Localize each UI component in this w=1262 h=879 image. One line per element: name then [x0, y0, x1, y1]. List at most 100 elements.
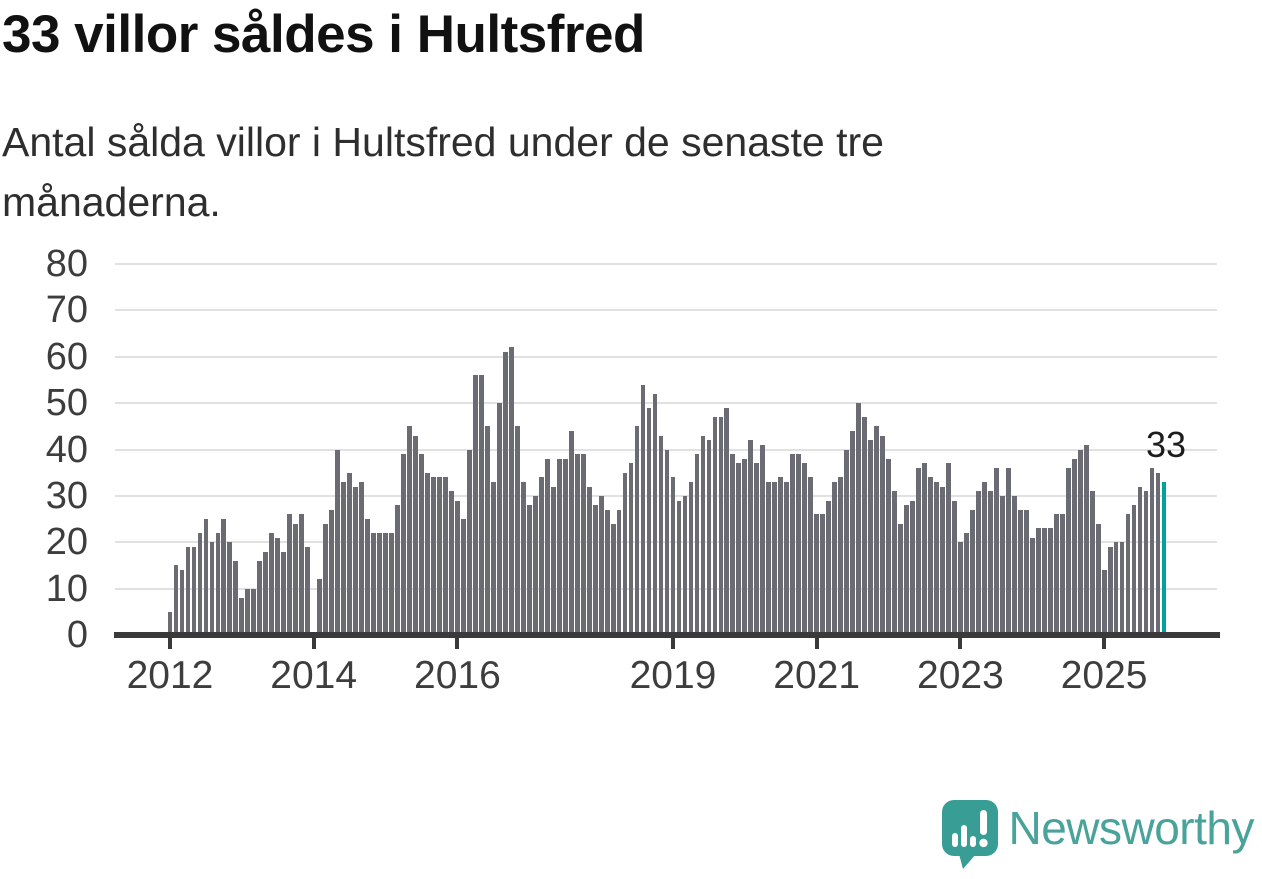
bar	[1023, 509, 1029, 635]
bar	[455, 500, 460, 635]
bar	[287, 514, 293, 635]
bar	[1095, 523, 1101, 635]
bar	[431, 477, 436, 635]
bar	[646, 407, 652, 635]
bar	[1131, 505, 1137, 635]
bar	[922, 463, 927, 635]
bar	[862, 417, 867, 635]
bar	[329, 509, 335, 635]
y-tick-label-70: 70	[45, 289, 88, 332]
bar	[443, 477, 448, 635]
bar	[814, 514, 820, 635]
bar	[263, 551, 269, 635]
bar	[688, 481, 694, 635]
x-axis-line	[114, 632, 1220, 638]
bar	[928, 477, 933, 635]
bar	[934, 481, 939, 635]
bar	[227, 542, 233, 635]
bar	[616, 509, 622, 635]
x-tick-label-2016: 2016	[414, 654, 501, 697]
bar	[1029, 537, 1035, 635]
bar	[796, 454, 802, 635]
bar	[173, 565, 179, 635]
bar	[1041, 528, 1047, 635]
bar	[784, 481, 790, 635]
bar	[664, 449, 670, 635]
bar	[502, 352, 508, 635]
bar	[712, 417, 718, 635]
bar	[592, 505, 598, 635]
bar	[383, 532, 388, 635]
x-tick-label-2014: 2014	[270, 654, 358, 697]
x-tick-2014	[311, 638, 316, 649]
bar	[1119, 542, 1125, 635]
bar	[808, 477, 814, 635]
bar	[975, 491, 981, 635]
bar	[1065, 468, 1071, 635]
bar	[844, 449, 850, 635]
bar	[1017, 509, 1023, 635]
bar	[880, 435, 885, 635]
bar	[1053, 514, 1059, 635]
bar	[562, 458, 568, 635]
bar	[999, 495, 1005, 635]
bar	[670, 477, 676, 635]
bar	[634, 426, 640, 635]
bar	[472, 375, 478, 635]
bar	[461, 519, 466, 635]
highlight-bar	[1161, 481, 1167, 635]
bar	[1089, 491, 1095, 635]
bar	[269, 532, 275, 635]
bar	[353, 486, 359, 635]
y-tick-label-0: 0	[66, 614, 88, 656]
y-tick-label-40: 40	[45, 428, 88, 471]
bar	[317, 579, 323, 635]
bar	[1035, 528, 1041, 635]
bar	[251, 588, 257, 635]
bar	[658, 435, 664, 635]
bar	[401, 454, 406, 635]
bar	[766, 481, 772, 635]
bar	[826, 500, 832, 635]
bar	[754, 463, 760, 635]
chart-subtitle: Antal sålda villor i Hultsfred under de …	[2, 119, 884, 225]
bar	[969, 509, 975, 635]
bar	[694, 454, 700, 635]
bar	[790, 454, 796, 635]
bar	[532, 495, 538, 635]
bar	[568, 430, 574, 635]
bar	[910, 500, 915, 635]
bar	[1005, 468, 1011, 635]
bar	[652, 393, 658, 635]
newsworthy-bubble-chart-icon	[942, 800, 999, 875]
bar	[856, 403, 862, 635]
bar	[772, 481, 778, 635]
bar	[760, 444, 766, 635]
bar	[958, 542, 963, 635]
y-tick-label-30: 30	[45, 474, 88, 517]
bar	[293, 523, 299, 635]
page-title: 33 villor såldes i Hultsfred	[2, 5, 645, 64]
bar	[598, 495, 604, 635]
bar	[371, 532, 376, 635]
bar	[335, 449, 341, 635]
bar	[437, 477, 442, 635]
bar	[1125, 514, 1131, 635]
bar	[874, 426, 879, 635]
bar	[257, 560, 263, 635]
x-tick-label-2025: 2025	[1060, 654, 1148, 697]
bar	[514, 426, 520, 635]
bar	[1113, 542, 1119, 635]
bar	[233, 560, 239, 635]
bar	[640, 384, 646, 635]
last-value-label: 33	[1145, 424, 1186, 465]
gridline-80	[115, 263, 1217, 265]
bar	[724, 407, 730, 635]
bar	[748, 440, 754, 635]
bar	[395, 505, 400, 635]
bar	[496, 403, 502, 635]
bar	[1011, 495, 1017, 635]
bar	[305, 546, 311, 635]
bar	[239, 597, 245, 635]
bar	[682, 495, 688, 635]
